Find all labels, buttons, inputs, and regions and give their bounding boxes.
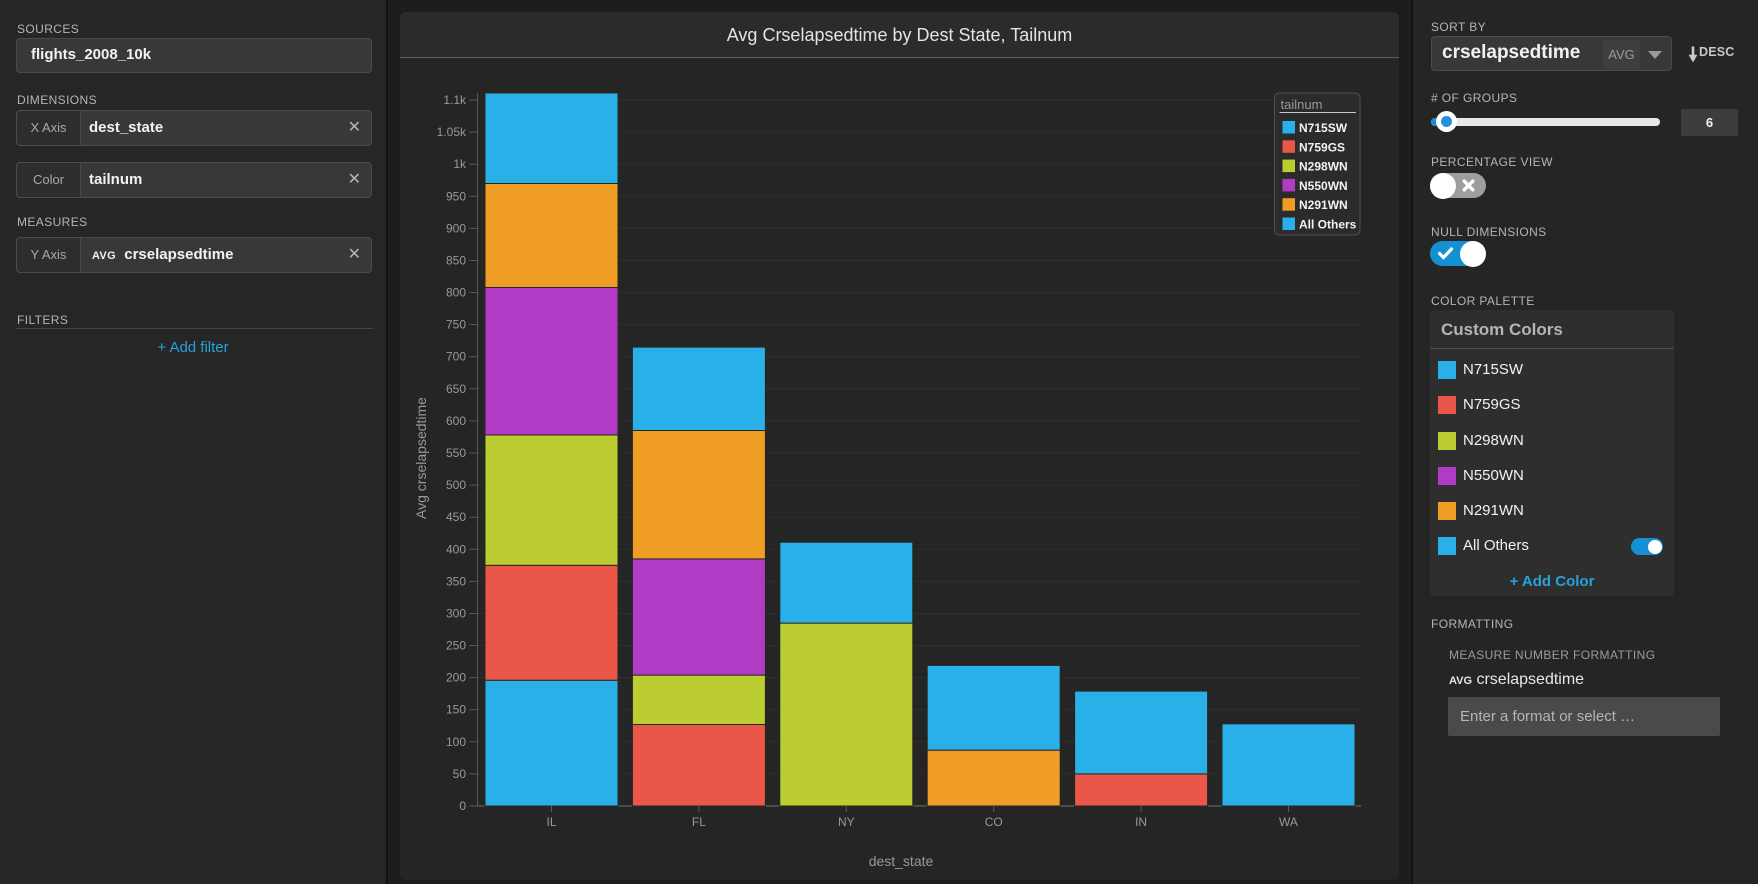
svg-text:500: 500	[446, 478, 466, 492]
svg-text:200: 200	[446, 671, 466, 685]
svg-text:150: 150	[446, 703, 466, 717]
svg-text:IL: IL	[546, 815, 556, 829]
svg-text:N298WN: N298WN	[1299, 160, 1348, 174]
svg-text:650: 650	[446, 382, 466, 396]
svg-text:800: 800	[446, 286, 466, 300]
svg-text:300: 300	[446, 607, 466, 621]
svg-text:1k: 1k	[453, 157, 467, 171]
svg-text:All Others: All Others	[1299, 218, 1357, 232]
svg-text:WA: WA	[1279, 815, 1298, 829]
svg-text:dest_state: dest_state	[869, 853, 934, 869]
svg-text:400: 400	[446, 542, 466, 556]
svg-text:NY: NY	[838, 815, 855, 829]
svg-text:950: 950	[446, 189, 466, 203]
svg-text:850: 850	[446, 254, 466, 268]
svg-text:FL: FL	[692, 815, 706, 829]
svg-text:tailnum: tailnum	[1281, 97, 1323, 112]
svg-text:600: 600	[446, 414, 466, 428]
svg-text:IN: IN	[1135, 815, 1147, 829]
svg-text:700: 700	[446, 350, 466, 364]
svg-text:N550WN: N550WN	[1299, 179, 1348, 193]
svg-text:N715SW: N715SW	[1299, 121, 1348, 135]
svg-text:N759GS: N759GS	[1299, 140, 1345, 154]
svg-text:0: 0	[459, 799, 466, 813]
svg-text:CO: CO	[985, 815, 1003, 829]
svg-text:1.05k: 1.05k	[437, 125, 467, 139]
svg-text:N291WN: N291WN	[1299, 198, 1348, 212]
svg-text:550: 550	[446, 446, 466, 460]
svg-text:900: 900	[446, 221, 466, 235]
svg-text:Avg crselapsedtime: Avg crselapsedtime	[413, 397, 429, 519]
svg-text:750: 750	[446, 318, 466, 332]
svg-text:50: 50	[453, 767, 467, 781]
svg-text:450: 450	[446, 510, 466, 524]
svg-text:350: 350	[446, 574, 466, 588]
svg-text:250: 250	[446, 639, 466, 653]
svg-text:1.1k: 1.1k	[443, 93, 467, 107]
svg-text:100: 100	[446, 735, 466, 749]
